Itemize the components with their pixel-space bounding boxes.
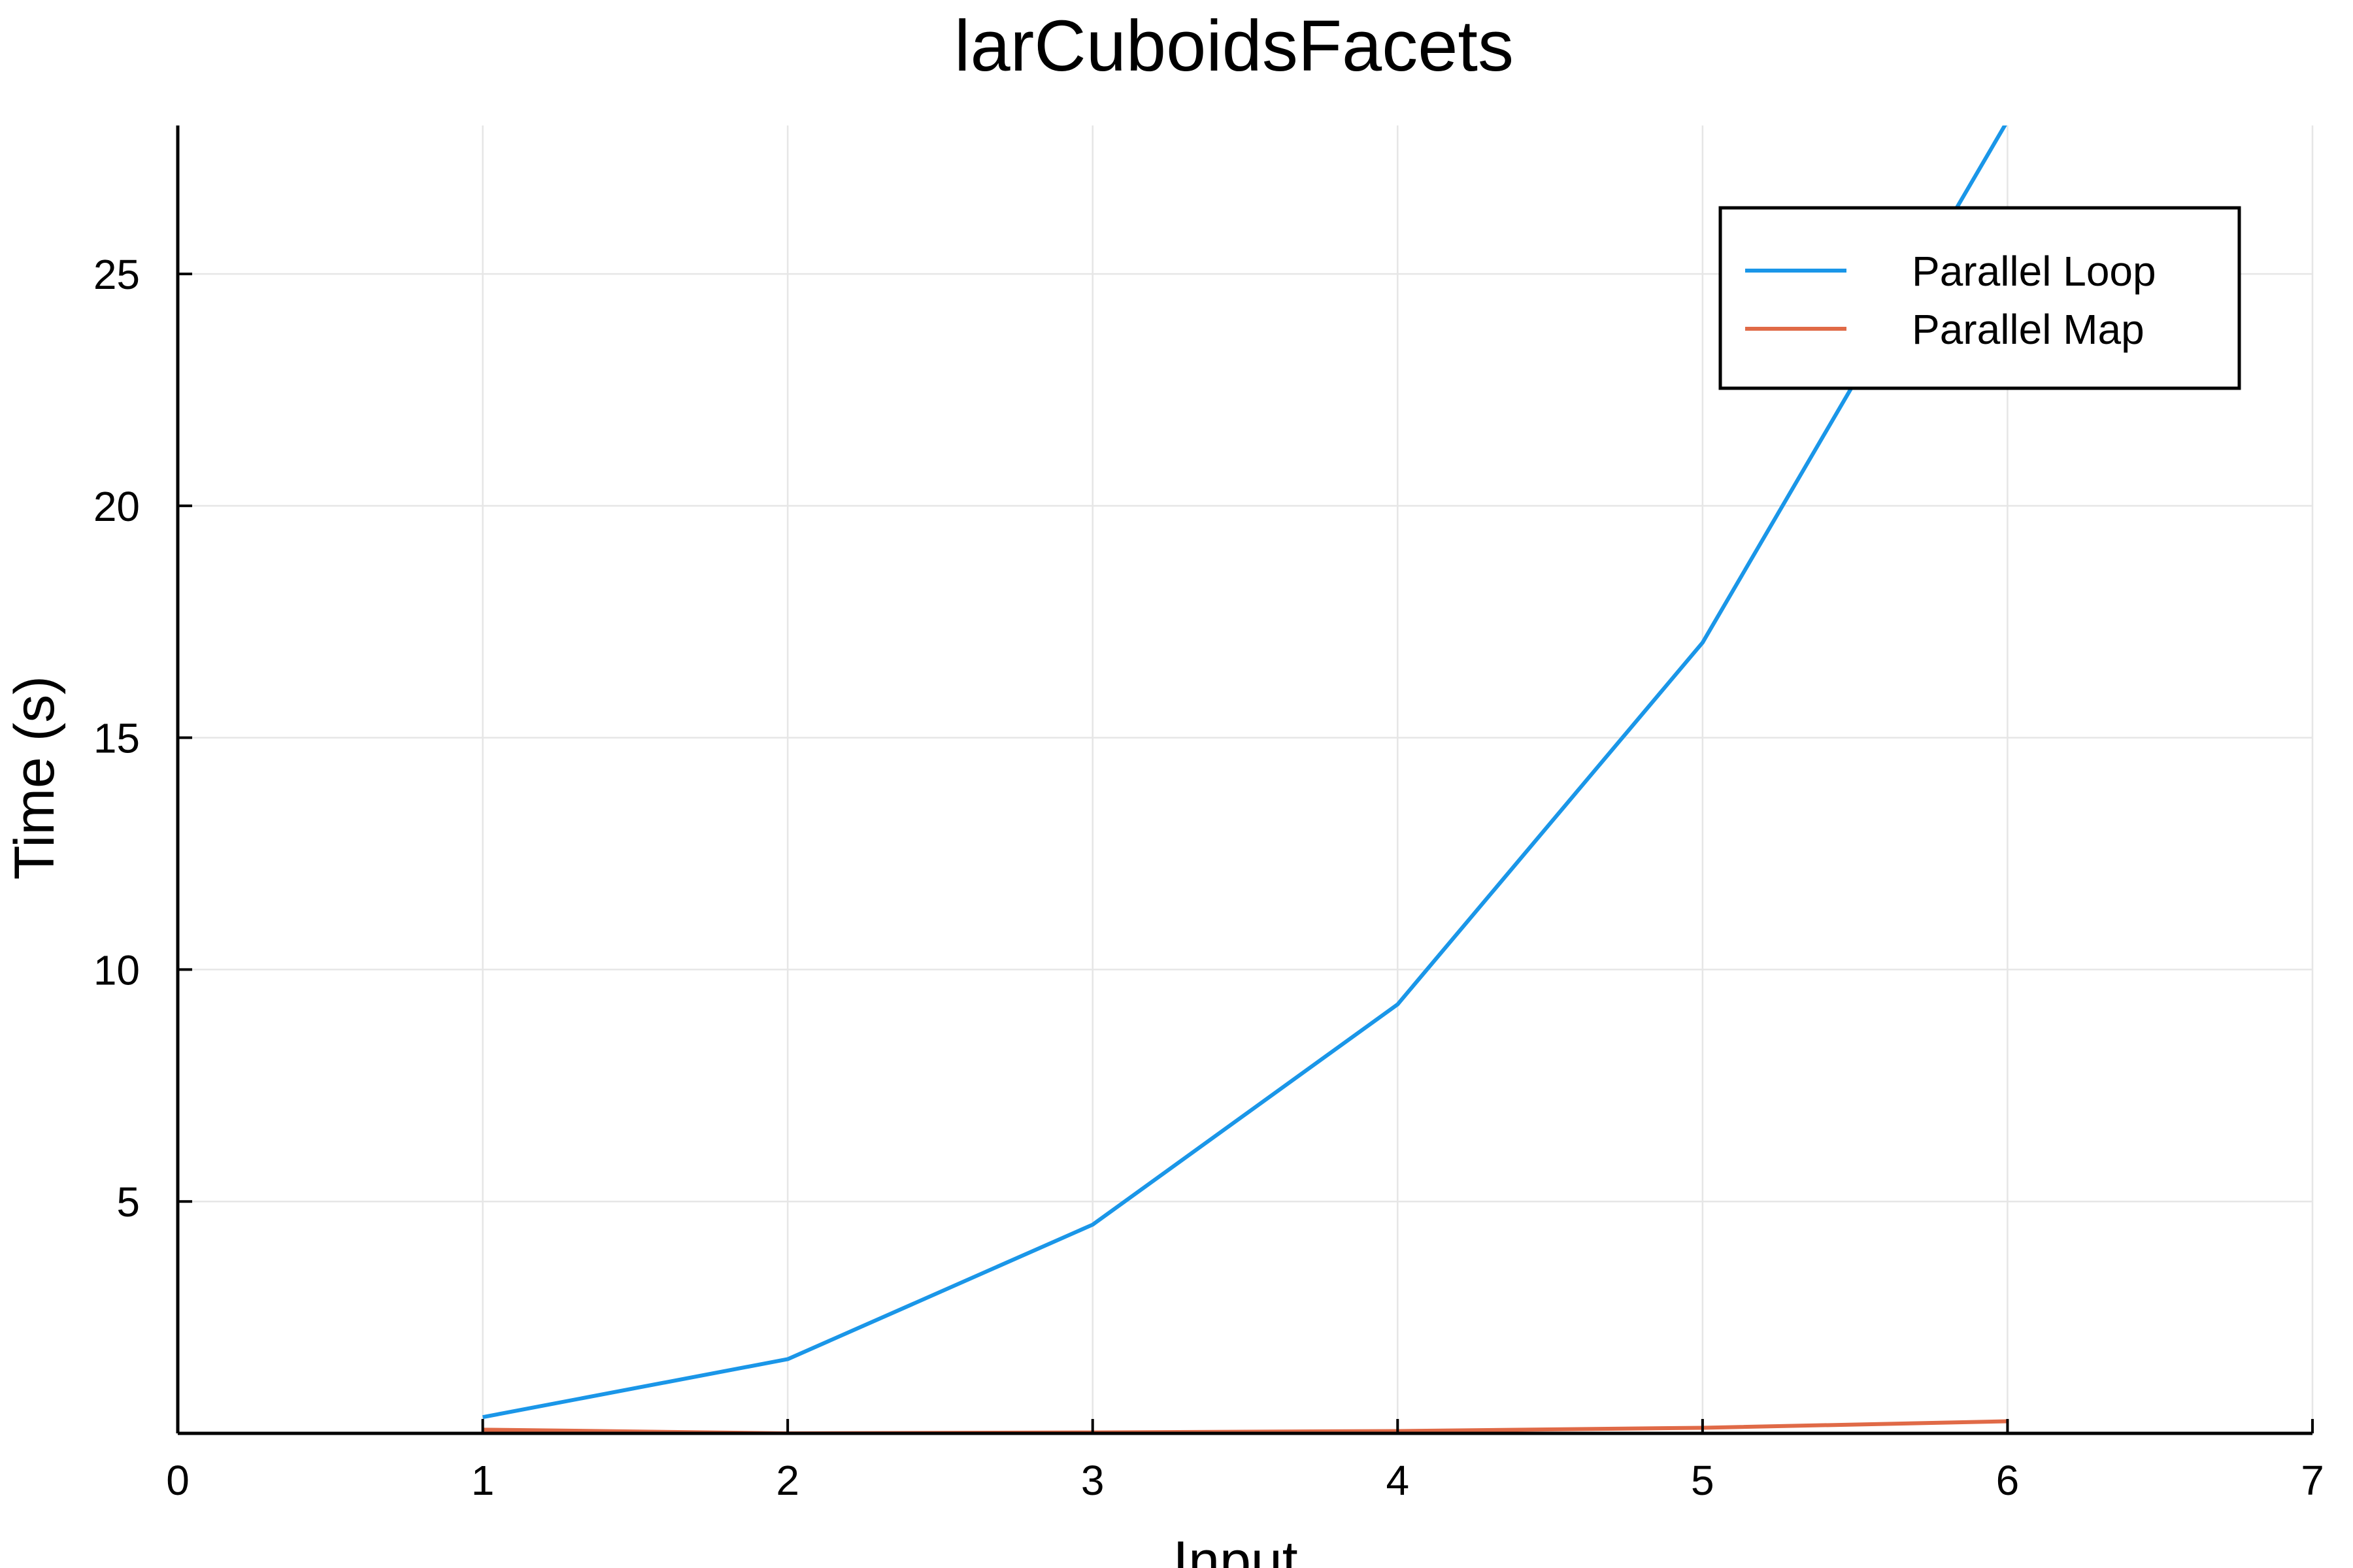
y-tick-label: 20 — [93, 483, 140, 530]
x-axis-label: Input — [1173, 1530, 1297, 1568]
series-line-parallel-map — [482, 1419, 2008, 1433]
legend-label-parallel-map: Parallel Map — [1912, 306, 2144, 353]
x-tick-label: 0 — [166, 1457, 190, 1504]
x-tick-label: 4 — [1386, 1457, 1409, 1504]
x-tick-label: 1 — [471, 1457, 495, 1504]
y-tick-label: 25 — [93, 251, 140, 298]
x-tick-label: 7 — [2301, 1457, 2324, 1504]
series-line-parallel-loop — [482, 125, 2007, 1420]
legend: Parallel Loop Parallel Map — [1718, 206, 2241, 390]
y-axis-label: Time (s) — [3, 676, 66, 880]
legend-box — [1718, 206, 2241, 390]
y-tick-label: 5 — [116, 1178, 140, 1226]
ticks: 0 1 2 3 4 5 6 7 5 10 15 20 25 — [93, 251, 2324, 1504]
x-tick-label: 3 — [1081, 1457, 1105, 1504]
chart-title: larCuboidsFacets — [954, 6, 1514, 86]
x-tick-label: 6 — [1996, 1457, 2020, 1504]
y-tick-label: 15 — [93, 715, 140, 762]
x-tick-label: 2 — [776, 1457, 799, 1504]
y-tick-label: 10 — [93, 946, 140, 993]
x-tick-label: 5 — [1691, 1457, 1714, 1504]
legend-label-parallel-loop: Parallel Loop — [1912, 248, 2156, 295]
